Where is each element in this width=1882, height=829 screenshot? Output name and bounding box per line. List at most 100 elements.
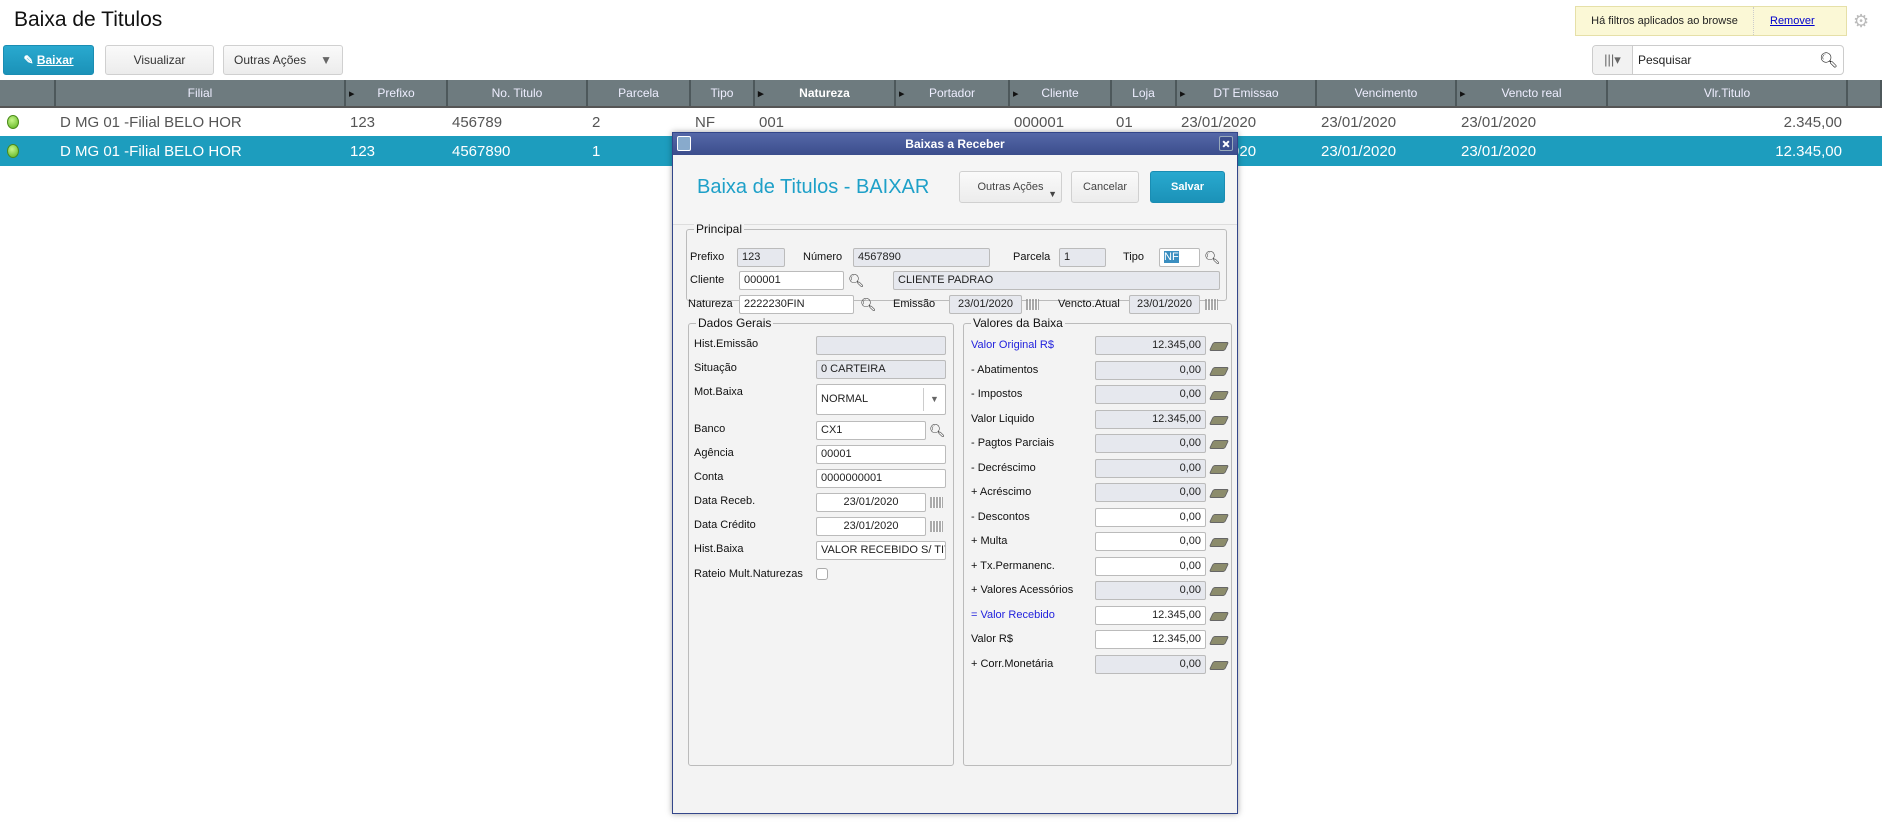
column-header[interactable]: Cliente	[1010, 80, 1112, 106]
calendar-icon[interactable]	[930, 497, 943, 508]
rateio-checkbox[interactable]	[816, 568, 828, 580]
valor-label: = Valor Recebido	[971, 608, 1055, 621]
search-icon[interactable]: 🔍︎	[848, 273, 865, 288]
columns-icon[interactable]: |||▾	[1593, 46, 1633, 74]
pencil-icon: ✎	[23, 53, 37, 67]
column-header[interactable]: Vencimento	[1317, 80, 1457, 106]
valor-field[interactable]: 12.345,00	[1095, 605, 1206, 625]
parcela-label: Parcela	[1013, 251, 1051, 263]
cell-vencimento: 23/01/2020	[1321, 142, 1397, 160]
data-credito-field[interactable]: 23/01/2020	[816, 517, 926, 536]
rateio-label: Rateio Mult.Naturezas	[694, 568, 803, 580]
valor-field[interactable]: 0,00	[1095, 385, 1206, 404]
tipo-label: Tipo	[1123, 251, 1144, 263]
conta-field[interactable]: 0000000001	[816, 469, 946, 488]
valor-field[interactable]: 0,00	[1095, 507, 1206, 527]
search-icon[interactable]: 🔍︎	[1819, 52, 1839, 69]
dialog-heading: Baixa de Titulos - BAIXAR	[697, 176, 930, 198]
column-header[interactable]	[0, 80, 56, 106]
outras-acoes-dialog-button[interactable]: Outras Ações ▼	[959, 171, 1062, 203]
cliente-field[interactable]: 000001	[739, 271, 844, 290]
salvar-button[interactable]: Salvar	[1150, 171, 1225, 203]
cell-valor: 12.345,00	[1775, 142, 1842, 160]
valor-label: - Impostos	[971, 388, 1023, 400]
chevron-down-icon: ▼	[320, 53, 332, 67]
cell-loja: 01	[1116, 113, 1133, 131]
valor-field[interactable]: 0,00	[1095, 458, 1206, 478]
search-icon[interactable]: 🔍︎	[929, 423, 946, 438]
valor-field[interactable]: 12.345,00	[1095, 336, 1206, 355]
close-icon[interactable]	[1219, 136, 1233, 151]
column-header[interactable]: Vlr.Titulo	[1608, 80, 1848, 106]
emissao-label: Emissão	[893, 298, 936, 310]
emissao-field[interactable]: 23/01/2020	[949, 295, 1022, 314]
valor-field[interactable]: 0,00	[1095, 556, 1206, 576]
vencto-label: Vencto.Atual	[1058, 298, 1120, 310]
column-header[interactable]	[1848, 80, 1882, 106]
valor-label: - Decréscimo	[971, 461, 1036, 474]
parcela-field[interactable]: 1	[1059, 248, 1106, 267]
valor-field[interactable]: 0,00	[1095, 434, 1206, 453]
column-header[interactable]: Vencto real	[1457, 80, 1608, 106]
remove-filter-link[interactable]: Remover	[1770, 15, 1815, 27]
valor-field[interactable]: 0,00	[1095, 360, 1206, 380]
valor-field[interactable]: 0,00	[1095, 654, 1206, 674]
calendar-icon[interactable]	[930, 521, 943, 532]
vencto-field[interactable]: 23/01/2020	[1129, 295, 1200, 314]
conta-label: Conta	[694, 471, 724, 483]
dados-gerais-section: Dados Gerais	[688, 316, 954, 766]
column-header[interactable]: Tipo	[691, 80, 755, 106]
filter-notice: Há filtros aplicados ao browse Remover	[1575, 6, 1847, 36]
filter-message: Há filtros aplicados ao browse	[1576, 7, 1754, 35]
hist-baixa-field[interactable]: VALOR RECEBIDO S/ TIT	[816, 541, 946, 560]
outras-acoes-button[interactable]: Outras Ações ▼	[223, 45, 343, 75]
valor-field[interactable]: 0,00	[1095, 483, 1206, 502]
gear-icon[interactable]: ⚙	[1853, 11, 1870, 31]
search-icon[interactable]: 🔍︎	[860, 297, 877, 312]
cell-valor: 2.345,00	[1783, 113, 1842, 131]
data-receb-field[interactable]: 23/01/2020	[816, 493, 926, 512]
column-header[interactable]: Portador	[896, 80, 1010, 106]
natureza-field[interactable]: 2222230FIN	[739, 295, 854, 314]
search-box[interactable]: |||▾ Pesquisar 🔍︎	[1592, 45, 1844, 75]
cell-prefixo: 123	[350, 142, 376, 160]
valor-field[interactable]: 0,00	[1095, 532, 1206, 551]
column-header[interactable]: Parcela	[588, 80, 691, 106]
baixar-button[interactable]: ✎ Baixar	[3, 45, 94, 75]
tipo-field[interactable]: NF	[1159, 248, 1200, 267]
baixas-dialog: Baixas a Receber Baixa de Titulos - BAIX…	[672, 132, 1238, 814]
cancelar-button[interactable]: Cancelar	[1071, 171, 1139, 203]
column-header[interactable]: Filial	[56, 80, 346, 106]
valor-label: - Abatimentos	[971, 363, 1039, 376]
column-header[interactable]: DT Emissao	[1177, 80, 1317, 106]
grid-header: FilialPrefixoNo. TituloParcelaTipoNature…	[0, 80, 1882, 108]
status-green-icon	[7, 115, 19, 129]
visualizar-button[interactable]: Visualizar	[105, 45, 214, 75]
dialog-titlebar[interactable]: Baixas a Receber	[673, 133, 1237, 155]
banco-label: Banco	[694, 423, 726, 435]
column-header[interactable]: Natureza	[755, 80, 896, 106]
mot-baixa-select[interactable]: NORMAL ▼	[816, 384, 946, 415]
natureza-label: Natureza	[688, 298, 733, 310]
search-icon[interactable]: 🔍︎	[1204, 250, 1221, 265]
hist-baixa-label: Hist.Baixa	[694, 543, 744, 555]
valor-field[interactable]: 0,00	[1095, 581, 1206, 600]
calendar-icon[interactable]	[1026, 299, 1039, 310]
agencia-field[interactable]: 00001	[816, 445, 946, 464]
situacao-field: 0 CARTEIRA	[816, 360, 946, 379]
prefixo-field[interactable]: 123	[737, 248, 785, 267]
valor-label: + Corr.Monetária	[971, 657, 1054, 670]
calendar-icon[interactable]	[1205, 299, 1218, 310]
valor-field[interactable]: 12.345,00	[1095, 409, 1206, 429]
column-header[interactable]: No. Titulo	[448, 80, 588, 106]
valor-field[interactable]: 12.345,00	[1095, 630, 1206, 649]
cell-titulo: 456789	[452, 113, 503, 131]
table-row[interactable]: D MG 01 -Filial BELO HOR 123 456789 2 NF 001 0…	[0, 108, 1882, 136]
valor-label: + Valores Acessórios	[971, 584, 1074, 596]
numero-field[interactable]: 4567890	[853, 248, 990, 267]
search-input[interactable]: Pesquisar	[1638, 53, 1692, 67]
column-header[interactable]: Loja	[1112, 80, 1177, 106]
banco-field[interactable]: CX1	[816, 421, 926, 440]
column-header[interactable]: Prefixo	[346, 80, 448, 106]
cell-natureza: 001	[759, 113, 785, 131]
